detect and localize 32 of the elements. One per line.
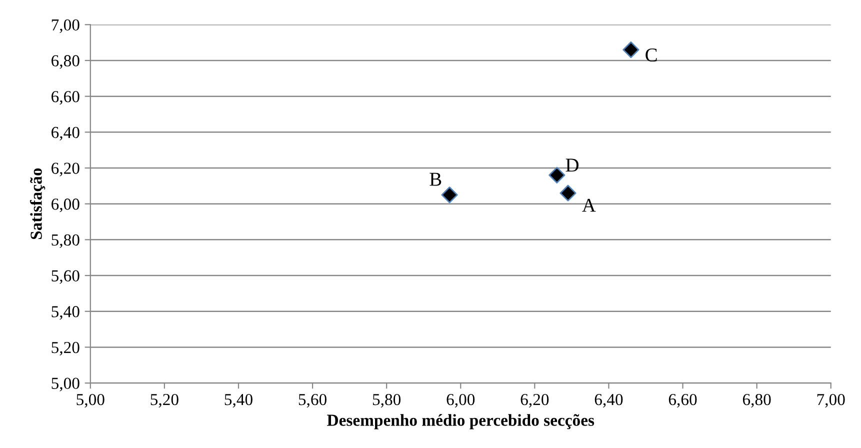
annotation: D: [566, 158, 578, 172]
y-tick-label: 6,20: [52, 162, 80, 176]
y-tick-label: 5,60: [52, 270, 80, 284]
y-tick-label: 6,40: [52, 126, 80, 141]
x-tick-label: 6,80: [742, 394, 771, 408]
annotation: B: [430, 172, 442, 186]
point: [441, 186, 458, 204]
x-tick-label: 6,20: [520, 394, 549, 408]
x-tick-label: 5,20: [150, 394, 178, 408]
annotation: A: [582, 198, 596, 212]
y-tick-label: 5,40: [52, 306, 80, 320]
x-axis-title: Desempenho médio percebido secções: [327, 414, 594, 430]
y-tick-label: 6,60: [52, 91, 80, 105]
y-axis-title: Satisfação: [30, 168, 46, 240]
y-tick-label: 7,00: [52, 19, 80, 33]
point: [622, 41, 640, 58]
point: [548, 166, 566, 184]
annotation: C: [646, 48, 657, 62]
x-tick-label: 6,00: [446, 394, 475, 408]
x-tick-label: 6,40: [594, 394, 623, 408]
x-tick-label: 5,80: [372, 394, 401, 408]
y-tick-label: 5,00: [52, 378, 80, 392]
point: [560, 184, 576, 202]
x-tick-label: 6,60: [668, 394, 697, 408]
x-tick-label: 5,40: [224, 394, 252, 408]
x-tick-label: 5,00: [76, 394, 104, 408]
y-tick-label: 5,80: [52, 234, 80, 248]
y-tick-label: 6,00: [52, 198, 80, 212]
x-tick-label: 7,00: [817, 394, 845, 408]
y-tick-label: 5,20: [52, 342, 80, 356]
y-tick-label: 6,80: [52, 55, 80, 69]
x-tick-label: 5,60: [298, 394, 326, 408]
